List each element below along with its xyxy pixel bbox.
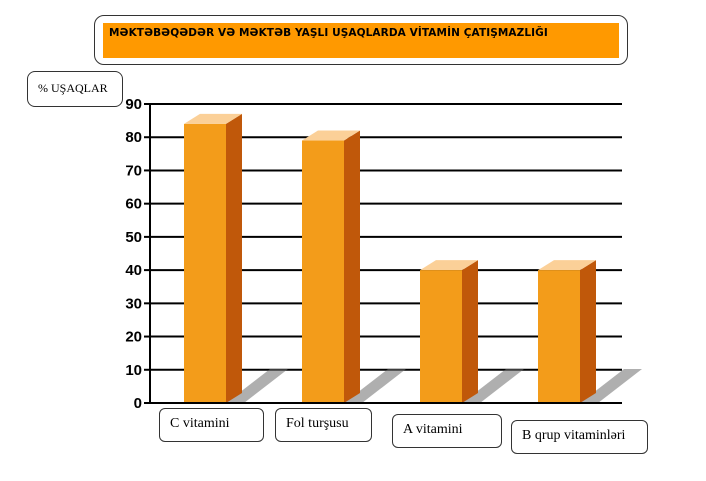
- y-tick-label-40: 40: [125, 262, 142, 279]
- category-label-frame-0: C vitamini: [159, 408, 264, 442]
- category-label-b-qrup-vitaminleri: B qrup vitaminləri: [522, 428, 626, 443]
- bar-side-0: [226, 113, 242, 403]
- y-tick-label-0: 0: [134, 395, 142, 412]
- title-frame: MƏKTƏBƏQƏDƏR VƏ MƏKTƏB YAŞLI UŞAQLARDA V…: [94, 15, 628, 65]
- y-tick-label-70: 70: [125, 162, 142, 179]
- title-bar: MƏKTƏBƏQƏDƏR VƏ MƏKTƏB YAŞLI UŞAQLARDA V…: [103, 23, 619, 58]
- bar-1: [302, 140, 344, 404]
- category-label-a-vitamini: A vitamini: [403, 422, 463, 437]
- bar-3: [538, 270, 580, 403]
- y-axis-label: % UŞAQLAR: [38, 81, 108, 95]
- bar-side-2: [462, 260, 478, 403]
- y-tick-label-30: 30: [125, 295, 142, 312]
- bar-top-0: [184, 113, 242, 124]
- category-label-frame-3: B qrup vitaminləri: [511, 420, 648, 454]
- bar-top-2: [420, 260, 478, 271]
- y-axis-label-frame: % UŞAQLAR: [27, 71, 123, 107]
- y-tick-label-10: 10: [125, 362, 142, 379]
- bar-0: [184, 123, 226, 403]
- bar-shadow-1: [344, 369, 406, 403]
- bar-side-3: [580, 260, 596, 403]
- category-label-frame-1: Fol turşusu: [275, 408, 372, 442]
- y-tick-label-50: 50: [125, 229, 142, 246]
- category-label-c-vitamini: C vitamini: [170, 416, 230, 431]
- bar-side-1: [344, 130, 360, 404]
- y-tick-label-20: 20: [125, 329, 142, 346]
- y-tick-label-60: 60: [125, 196, 142, 213]
- bar-shadow-2: [462, 369, 524, 403]
- category-label-fol-tursusu: Fol turşusu: [286, 416, 349, 431]
- bar-shadow-0: [226, 369, 288, 403]
- category-label-frame-2: A vitamini: [392, 414, 502, 448]
- bar-top-3: [538, 260, 596, 271]
- y-tick-label-80: 80: [125, 129, 142, 146]
- bar-shadow-3: [580, 369, 642, 403]
- y-tick-label-90: 90: [125, 96, 142, 113]
- bar-2: [420, 270, 462, 403]
- chart-title: MƏKTƏBƏQƏDƏR VƏ MƏKTƏB YAŞLI UŞAQLARDA V…: [109, 27, 548, 39]
- bar-top-1: [302, 130, 360, 141]
